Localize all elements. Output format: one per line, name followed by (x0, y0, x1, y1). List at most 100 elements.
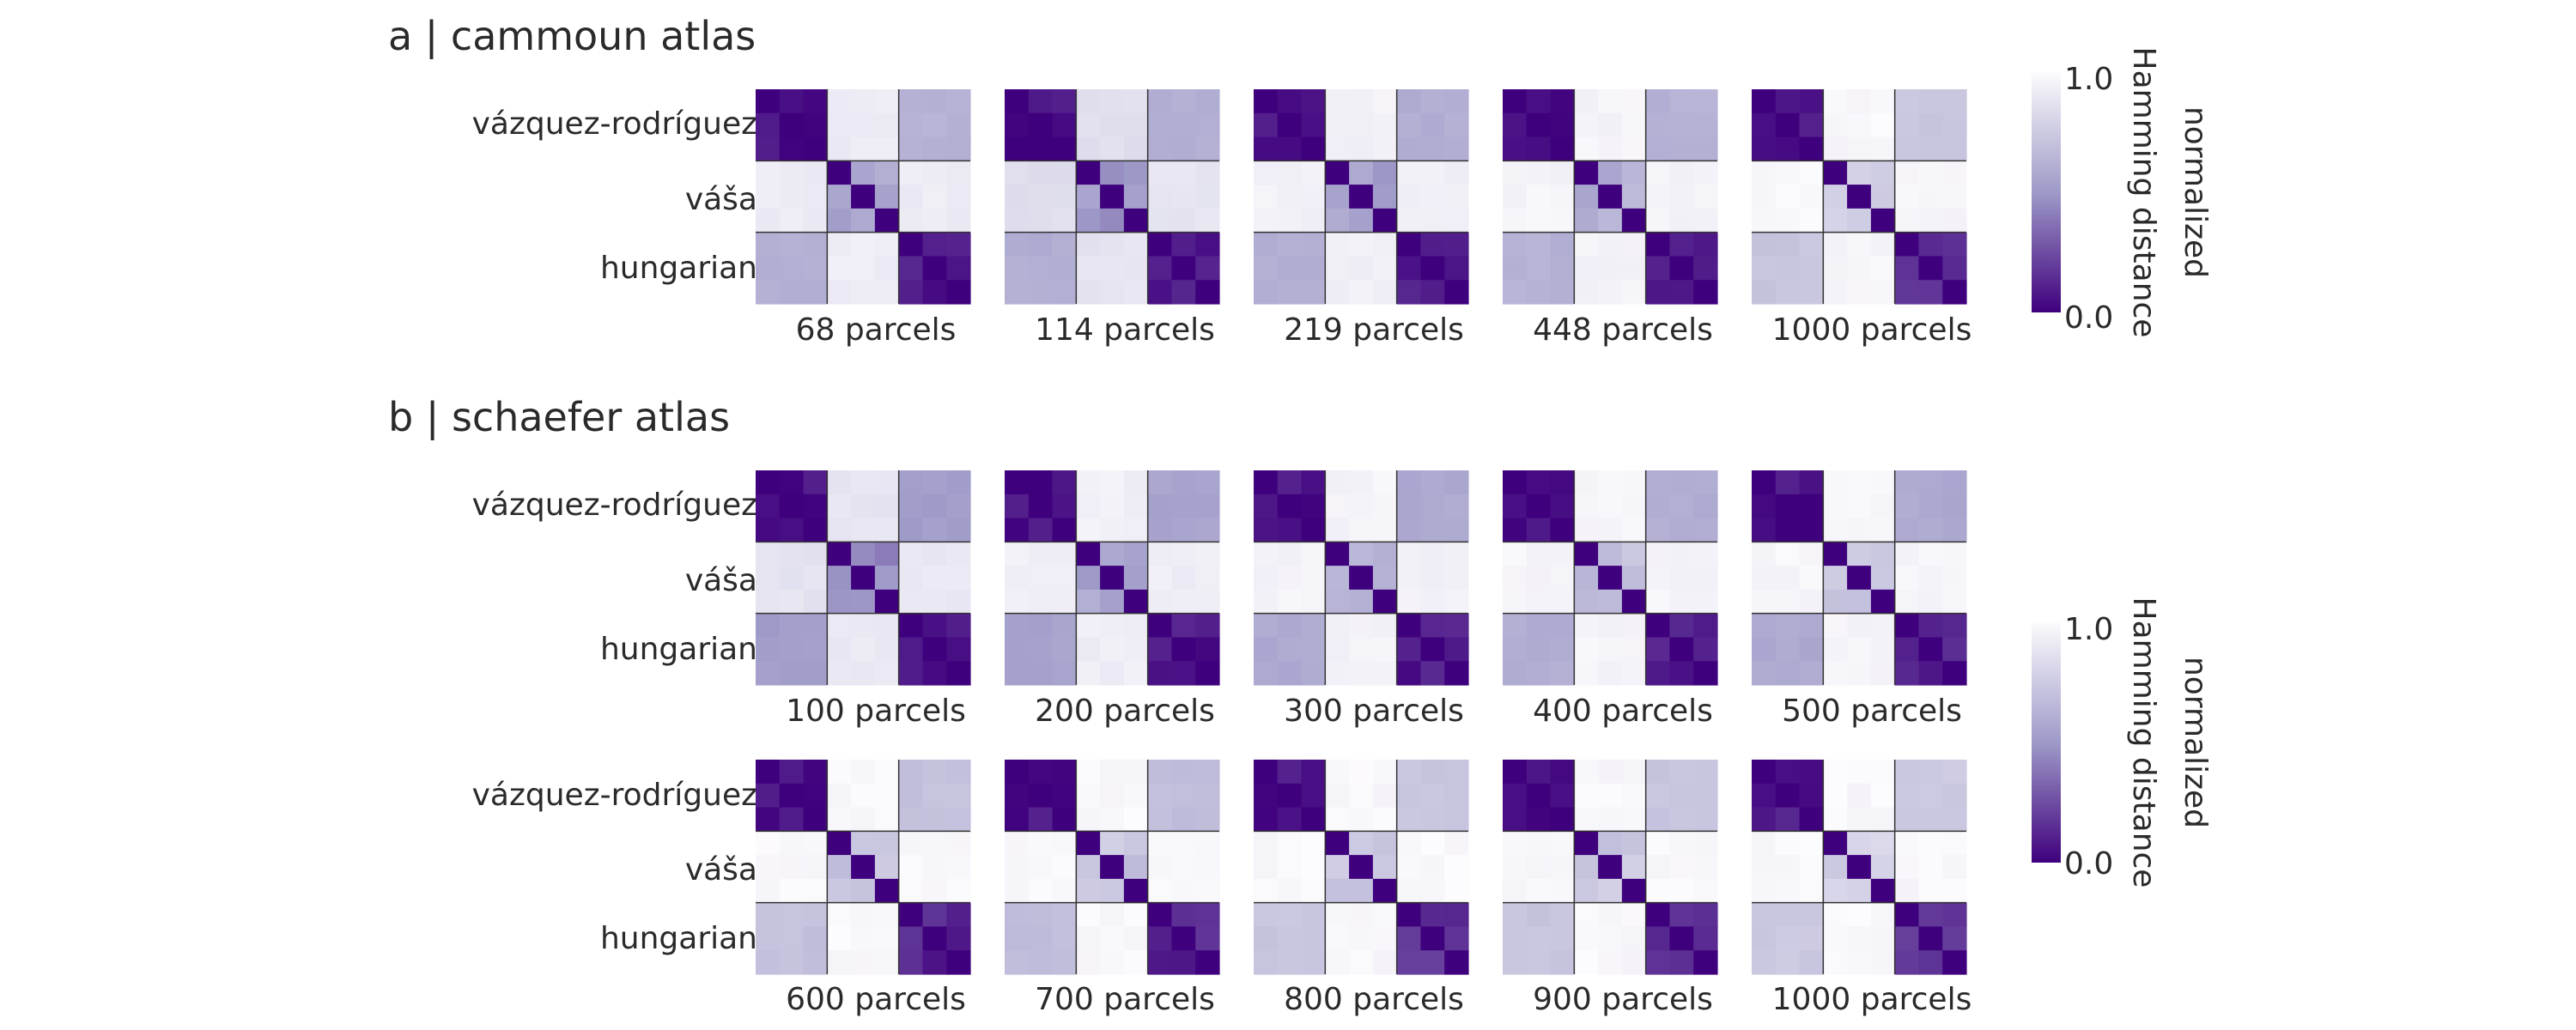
heatmap-cell (1195, 494, 1220, 519)
heatmap-cell (779, 613, 805, 639)
heatmap-cell (1847, 613, 1872, 639)
heatmap-cell (1598, 926, 1623, 951)
heatmap-cell (1752, 136, 1777, 161)
heatmap-cell (874, 807, 900, 832)
heatmap-cell (1526, 760, 1552, 785)
heatmap-cell (1942, 208, 1967, 233)
heatmap-cell (1894, 637, 1920, 662)
heatmap-cell (1396, 185, 1422, 209)
heatmap-cell (1100, 661, 1125, 686)
heatmap-cell (1918, 902, 1943, 928)
heatmap-cell (851, 760, 876, 785)
heatmap-cell (1645, 494, 1671, 519)
heatmap-cell (1301, 566, 1326, 591)
heatmap-cell (1693, 566, 1718, 591)
heatmap-cell (898, 807, 924, 832)
heatmap-cell (756, 185, 781, 209)
heatmap-cell (1823, 256, 1848, 281)
heatmap-cell (1799, 232, 1824, 258)
heatmap-cell (1396, 902, 1422, 928)
heatmap-cell (1100, 831, 1125, 856)
heatmap-cell (1372, 280, 1398, 305)
parcel-label: 1000 parcels (1772, 312, 1972, 348)
heatmap-cell (1752, 637, 1777, 662)
heatmap-cell (1028, 232, 1054, 258)
heatmap-cell (756, 208, 781, 233)
heatmap-cell (1005, 950, 1030, 975)
heatmap-cell (1503, 613, 1528, 639)
heatmap-cell (1349, 566, 1374, 591)
heatmap-cell (1195, 950, 1220, 975)
heatmap-cell (1076, 185, 1101, 209)
heatmap-cell (1123, 661, 1149, 686)
heatmap-cell (756, 902, 781, 928)
heatmap-cell (1752, 831, 1777, 856)
heatmap-cell (1396, 926, 1422, 951)
heatmap-cell (1396, 518, 1422, 542)
heatmap-cell (1823, 136, 1848, 161)
heatmap-cell (1277, 280, 1303, 305)
heatmap-cell (1372, 566, 1398, 591)
heatmap-cell (1503, 136, 1528, 161)
heatmap-cell (946, 232, 971, 258)
heatmap-cell (1942, 831, 1967, 856)
heatmap-cell (1894, 89, 1920, 114)
heatmap-cell (1847, 518, 1872, 542)
heatmap-cell (779, 112, 805, 138)
heatmap-cell (851, 470, 876, 495)
heatmap-cell (1254, 185, 1279, 209)
heatmap-cell (1526, 494, 1552, 519)
parcel-label: 900 parcels (1533, 982, 1713, 1017)
heatmap-cell (1847, 256, 1872, 281)
heatmap-cell (1325, 185, 1350, 209)
heatmap-cell (1693, 902, 1718, 928)
heatmap-cell (851, 112, 876, 138)
heatmap-cell (1823, 494, 1848, 519)
heatmap-cell (922, 950, 947, 975)
heatmap-cell (1669, 926, 1694, 951)
heatmap-cell (1669, 807, 1694, 832)
heatmap-cell (922, 208, 947, 233)
heatmap-cell (1693, 542, 1718, 566)
heatmap-cell (1823, 185, 1848, 209)
heatmap-cell (756, 613, 781, 639)
heatmap-cell (803, 950, 828, 975)
heatmap-cell (1598, 232, 1623, 258)
heatmap-cell (1942, 855, 1967, 880)
heatmap-cell (1052, 807, 1077, 832)
heatmap-cell (1526, 280, 1552, 305)
heatmap-cell (1645, 902, 1671, 928)
heatmap-cell (1254, 542, 1279, 566)
parcel-label: 500 parcels (1782, 694, 1962, 729)
heatmap-cell (803, 613, 828, 639)
heatmap-cell (1420, 518, 1445, 542)
heatmap-cell (827, 902, 852, 928)
heatmap-cell (1349, 783, 1374, 809)
heatmap-cell (1254, 136, 1279, 161)
heatmap-cell (1028, 902, 1054, 928)
heatmap-cell (922, 185, 947, 209)
heatmap-cell (1870, 807, 1896, 832)
heatmap-cell (1918, 542, 1943, 566)
heatmap-cell (1005, 161, 1030, 185)
heatmap-cell (1277, 902, 1303, 928)
heatmap-cell (1526, 902, 1552, 928)
heatmap-cell (1396, 831, 1422, 856)
heatmap-cell (779, 185, 805, 209)
heatmap-cell (756, 280, 781, 305)
heatmap-cell (1894, 661, 1920, 686)
heatmap-cell (1396, 208, 1422, 233)
heatmap-cell (1847, 136, 1872, 161)
heatmap-cell (1100, 926, 1125, 951)
heatmap-cell (1574, 637, 1599, 662)
heatmap-cell (1028, 926, 1054, 951)
heatmap-cell (1372, 136, 1398, 161)
heatmap-cell (1526, 208, 1552, 233)
heatmap-cell (946, 878, 971, 904)
heatmap-cell (1894, 542, 1920, 566)
heatmap-cell (1005, 89, 1030, 114)
heatmap-cell (1052, 902, 1077, 928)
heatmap-cell (1147, 807, 1173, 832)
heatmap-cell (1028, 783, 1054, 809)
heatmap-cell (1147, 89, 1173, 114)
